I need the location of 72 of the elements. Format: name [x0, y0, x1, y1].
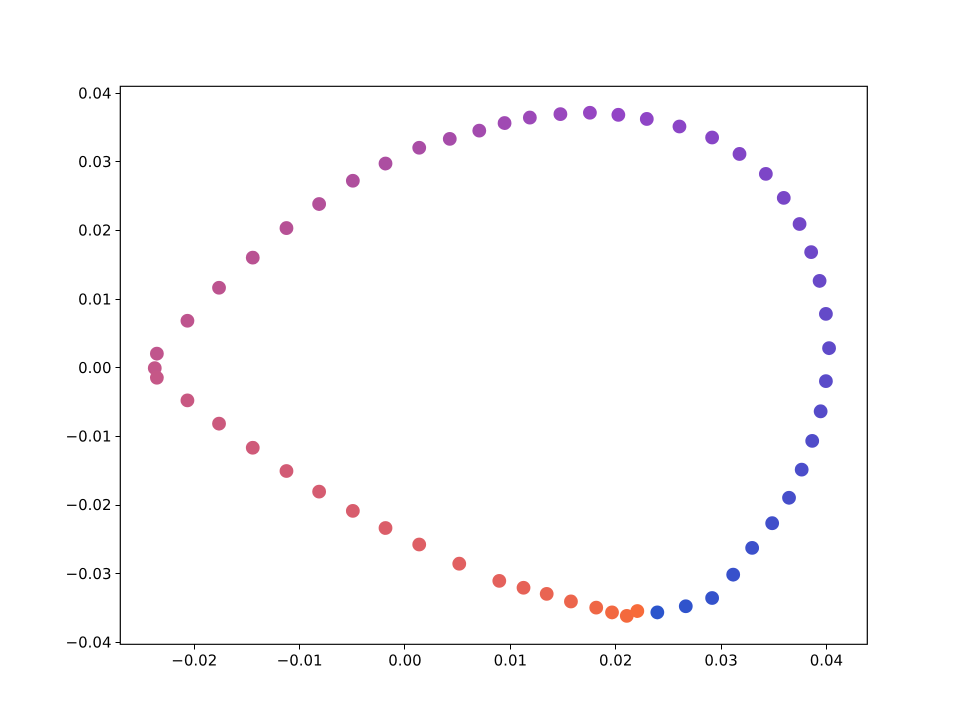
point [819, 374, 833, 388]
y-tick-label: 0.04 [78, 84, 112, 102]
point [412, 140, 426, 155]
point [812, 274, 826, 288]
point [819, 306, 833, 321]
x-tick-label: 0.02 [598, 652, 632, 670]
point [280, 464, 294, 478]
point [804, 245, 818, 259]
y-tick-label: −0.02 [66, 496, 112, 514]
point [726, 568, 740, 582]
point [672, 120, 686, 134]
point [805, 434, 820, 448]
point [630, 604, 644, 618]
y-tick-label: 0.00 [78, 358, 112, 377]
point [705, 130, 720, 144]
point [378, 521, 392, 535]
point [650, 606, 664, 620]
point [472, 124, 486, 138]
point [522, 110, 537, 124]
point [794, 462, 809, 477]
point [564, 594, 578, 608]
point [452, 556, 466, 571]
point [792, 217, 806, 231]
point [312, 197, 326, 211]
point [492, 574, 506, 588]
point [442, 132, 457, 146]
point [180, 314, 194, 328]
point [678, 599, 693, 614]
point [540, 587, 554, 601]
point [732, 147, 746, 161]
point [814, 404, 828, 418]
point [346, 504, 360, 518]
y-tick-label: 0.02 [78, 222, 112, 240]
y-tick-label: −0.01 [66, 428, 112, 446]
point [378, 156, 392, 170]
point [554, 107, 568, 122]
point [180, 393, 194, 408]
point [822, 341, 836, 356]
point [498, 116, 512, 130]
x-tick-label: 0.04 [810, 652, 844, 670]
point [150, 370, 164, 385]
x-tick-label: −0.02 [171, 652, 218, 670]
point [516, 580, 530, 595]
point [611, 108, 626, 122]
point [765, 516, 780, 530]
point [583, 106, 597, 120]
point [150, 346, 164, 361]
x-tick-label: 0.01 [494, 652, 528, 670]
y-tick-label: 0.01 [78, 290, 112, 308]
y-tick-label: −0.04 [66, 633, 112, 652]
point [280, 221, 294, 235]
point [705, 591, 720, 605]
point [758, 166, 773, 181]
point [782, 490, 796, 505]
point [776, 190, 791, 205]
point [246, 250, 260, 264]
point [620, 608, 634, 623]
point [212, 416, 226, 431]
point [589, 600, 604, 614]
point [640, 112, 654, 126]
point [246, 440, 260, 455]
x-tick-label: 0.03 [704, 652, 738, 670]
point [212, 280, 226, 295]
point [605, 606, 619, 620]
point [312, 484, 326, 499]
y-tick-label: −0.03 [66, 564, 112, 583]
point [346, 174, 360, 188]
x-tick-label: −0.01 [276, 652, 323, 670]
point [745, 541, 760, 555]
x-tick-label: 0.00 [388, 652, 422, 670]
y-tick-label: 0.03 [78, 153, 112, 171]
point [412, 538, 426, 552]
